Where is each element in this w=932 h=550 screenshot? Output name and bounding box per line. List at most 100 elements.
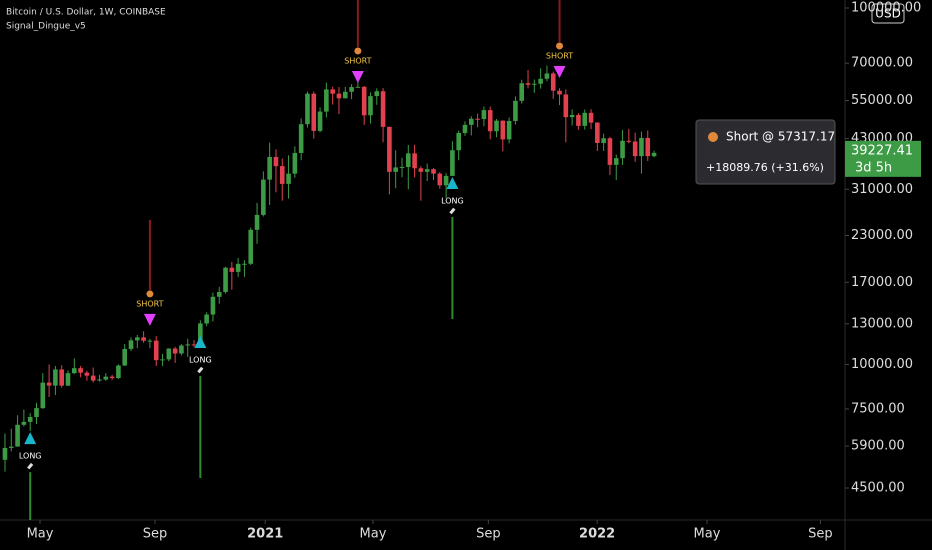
candle — [172, 346, 178, 363]
candle-body — [374, 91, 380, 97]
y-tick-label: 7500.00 — [851, 401, 905, 416]
candle — [550, 71, 556, 99]
candle-body — [261, 179, 266, 215]
candle — [469, 116, 474, 136]
candle-body — [273, 156, 279, 167]
candle-body — [443, 175, 449, 186]
candle-body — [368, 96, 373, 116]
candle-body — [342, 91, 348, 99]
candle — [651, 150, 657, 158]
candle-body — [506, 120, 512, 140]
y-tick-label: 70000.00 — [851, 56, 913, 71]
candle-body — [431, 169, 436, 174]
candle — [273, 149, 279, 193]
y-tick-label: 17000.00 — [851, 275, 913, 290]
candle — [40, 373, 46, 409]
candle-body — [97, 379, 102, 381]
candle — [292, 146, 298, 178]
candle-body — [46, 382, 52, 386]
candle-body — [607, 138, 613, 165]
candle — [147, 338, 153, 349]
candle-body — [210, 296, 216, 315]
candle-body — [191, 344, 197, 346]
candle — [494, 119, 499, 138]
candle-body — [254, 214, 260, 230]
candle — [65, 370, 71, 386]
candle — [267, 142, 272, 206]
candle-body — [27, 416, 33, 422]
candle-body — [204, 314, 209, 324]
candle-body — [532, 83, 537, 85]
candle — [90, 367, 96, 383]
candle-body — [393, 167, 398, 172]
signal-label: LONG — [189, 355, 212, 364]
candle — [141, 331, 146, 343]
candle-body — [172, 348, 178, 354]
bear-icon — [146, 290, 154, 298]
candle — [576, 113, 581, 130]
candle — [103, 373, 109, 381]
candle-body — [198, 323, 203, 345]
y-tick-label: 4500.00 — [851, 481, 905, 496]
bear-icon — [556, 42, 564, 50]
signal-label: LONG — [19, 452, 42, 461]
candle-body — [613, 158, 619, 165]
candle-body — [639, 137, 644, 157]
x-tick-label: Sep — [808, 527, 833, 542]
indicator-name: Signal_Dingue_v5 — [6, 22, 86, 32]
candle — [191, 340, 197, 347]
signal-label: SHORT — [344, 56, 371, 65]
candle-body — [128, 340, 134, 349]
signal-label: SHORT — [546, 51, 573, 60]
candle — [525, 69, 531, 89]
candle — [563, 89, 569, 143]
candle — [97, 374, 102, 382]
candle — [456, 130, 462, 161]
x-tick-label: 2022 — [579, 527, 615, 542]
candle-body — [185, 344, 191, 346]
candle — [557, 88, 562, 106]
y-tick-label: 55000.00 — [851, 93, 913, 108]
currency-box[interactable] — [871, 3, 905, 24]
candle-body — [361, 86, 367, 116]
bear-icon — [354, 47, 362, 55]
candle-body — [399, 166, 405, 168]
candle-body — [651, 152, 657, 157]
candle — [418, 166, 424, 201]
candle — [431, 167, 436, 181]
candle — [229, 261, 235, 290]
candle-body — [494, 120, 499, 132]
candle — [424, 163, 430, 182]
signal-marker — [351, 70, 364, 83]
candle-body — [538, 78, 543, 84]
y-tick-label: 13000.00 — [851, 316, 913, 331]
x-tick-label: May — [694, 527, 721, 542]
currency[interactable]: USD — [875, 7, 901, 21]
candle-body — [550, 73, 556, 91]
candle-body — [71, 368, 77, 374]
rocket-icon — [197, 366, 204, 374]
candle-body — [469, 118, 474, 125]
candle — [632, 132, 638, 162]
candle — [588, 109, 594, 130]
candle — [513, 96, 518, 125]
candle-body — [223, 267, 228, 293]
y-tick-label: 5900.00 — [851, 439, 905, 454]
candle — [487, 106, 493, 140]
candle — [71, 358, 77, 374]
candle-body — [557, 90, 562, 95]
candle-body — [135, 337, 140, 341]
candle-body — [235, 263, 241, 272]
candle — [626, 128, 632, 144]
candle — [601, 133, 606, 151]
candle — [500, 120, 506, 152]
signal-marker — [194, 335, 207, 348]
candle-body — [576, 114, 581, 126]
candle-body — [330, 89, 335, 94]
candle — [582, 109, 588, 130]
candle — [336, 87, 342, 115]
candle-body — [116, 365, 121, 378]
candle — [298, 118, 304, 161]
